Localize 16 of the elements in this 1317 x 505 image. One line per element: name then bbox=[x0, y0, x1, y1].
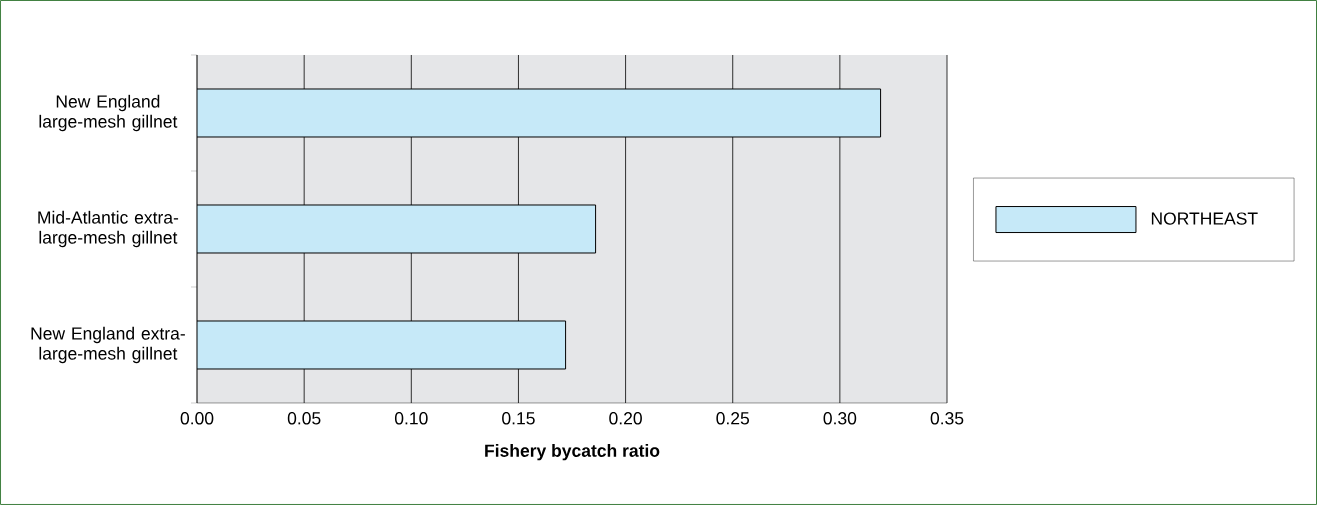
x-tick-label: 0.10 bbox=[394, 412, 428, 425]
y-tick-label: New England large-mesh gillnet bbox=[39, 94, 178, 132]
y-tick-label: New England extra-large-mesh gillnet bbox=[31, 326, 185, 364]
x-tick-label: 0.20 bbox=[609, 412, 642, 425]
x-tick-label: 0.35 bbox=[930, 412, 964, 425]
bar bbox=[197, 320, 567, 370]
x-tick-label: 0.00 bbox=[180, 412, 214, 425]
y-tick-label: Mid-Atlantic extra-large-mesh gillnet bbox=[38, 210, 179, 248]
bar bbox=[197, 88, 882, 138]
x-tick-label: 0.05 bbox=[287, 412, 321, 425]
x-tick-label: 0.30 bbox=[823, 412, 857, 425]
x-axis-title: Fishery bycatch ratio bbox=[485, 444, 660, 461]
x-tick-label: 0.25 bbox=[716, 412, 750, 425]
bar bbox=[197, 204, 597, 254]
x-tick-label: 0.15 bbox=[502, 412, 535, 425]
text: NORTHEAST bbox=[1151, 212, 1258, 225]
